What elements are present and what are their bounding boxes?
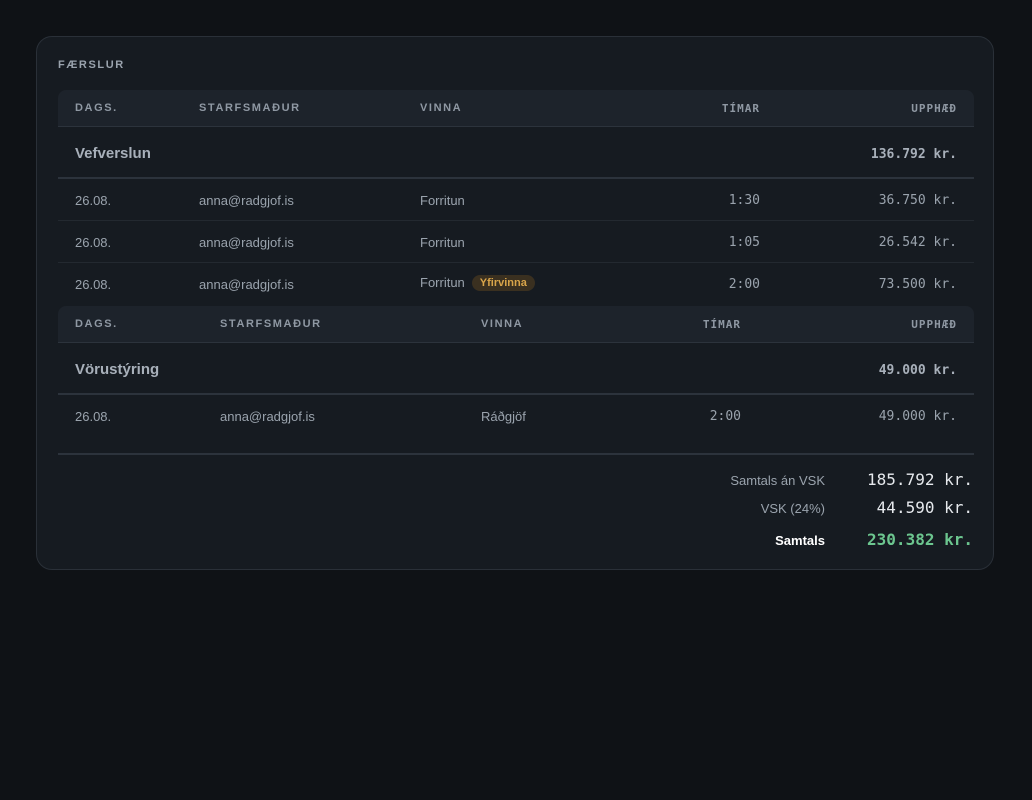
total-label: Samtals xyxy=(775,533,825,548)
subtotal-label: Samtals án VSK xyxy=(730,473,825,488)
cell-hours: 1:30 xyxy=(728,193,760,208)
group-name: Vefverslun xyxy=(75,145,151,162)
cell-amount: 49.000 kr. xyxy=(878,409,957,424)
entries-table-vefverslun: DAGS. STARFSMAÐUR VINNA TÍMAR UPPHÆÐ Vef… xyxy=(58,90,974,304)
column-header-amount[interactable]: UPPHÆÐ xyxy=(911,318,957,331)
column-header-employee[interactable]: STARFSMAÐUR xyxy=(199,102,301,114)
group-row: Vefverslun 136.792 kr. xyxy=(58,127,974,179)
column-header-amount[interactable]: UPPHÆÐ xyxy=(911,102,957,115)
cell-date: 26.08. xyxy=(75,235,112,250)
group-total: 49.000 kr. xyxy=(878,363,957,378)
overtime-badge: Yfirvinna xyxy=(471,275,535,291)
totals-divider xyxy=(58,453,974,455)
table-row[interactable]: 26.08. anna@radgjof.is Forritun 1:30 36.… xyxy=(58,179,974,221)
cell-employee: anna@radgjof.is xyxy=(199,277,294,292)
column-header-date[interactable]: DAGS. xyxy=(75,102,118,114)
cell-amount: 26.542 kr. xyxy=(878,235,957,250)
table-header: DAGS. STARFSMAÐUR VINNA TÍMAR UPPHÆÐ xyxy=(58,306,974,343)
cell-work: Forritun Yfirvinna xyxy=(420,275,535,291)
subtotal-value: 185.792 kr. xyxy=(867,470,973,489)
cell-work: Forritun xyxy=(420,193,465,208)
cell-date: 26.08. xyxy=(75,277,112,292)
table-header: DAGS. STARFSMAÐUR VINNA TÍMAR UPPHÆÐ xyxy=(58,90,974,127)
cell-date: 26.08. xyxy=(75,193,112,208)
cell-employee: anna@radgjof.is xyxy=(199,235,294,250)
work-label: Forritun xyxy=(420,275,465,290)
cell-hours: 1:05 xyxy=(728,235,760,250)
column-header-work[interactable]: VINNA xyxy=(481,318,524,330)
table-row[interactable]: 26.08. anna@radgjof.is Forritun 1:05 26.… xyxy=(58,221,974,263)
cell-work: Forritun xyxy=(420,235,465,250)
cell-work: Ráðgjöf xyxy=(481,409,526,424)
cell-amount: 36.750 kr. xyxy=(878,193,957,208)
vat-label: VSK (24%) xyxy=(760,501,825,516)
cell-date: 26.08. xyxy=(75,409,112,424)
column-header-hours[interactable]: TÍMAR xyxy=(702,318,741,331)
table-row[interactable]: 26.08. anna@radgjof.is Ráðgjöf 2:00 49.0… xyxy=(58,395,974,436)
column-header-date[interactable]: DAGS. xyxy=(75,318,118,330)
cell-hours: 2:00 xyxy=(709,409,741,424)
group-name: Vörustýring xyxy=(75,361,160,378)
cell-amount: 73.500 kr. xyxy=(878,277,957,292)
cell-hours: 2:00 xyxy=(728,277,760,292)
section-title: FÆRSLUR xyxy=(58,59,125,71)
cell-employee: anna@radgjof.is xyxy=(199,193,294,208)
entries-table-vorustyring: DAGS. STARFSMAÐUR VINNA TÍMAR UPPHÆÐ Vör… xyxy=(58,306,974,436)
column-header-hours[interactable]: TÍMAR xyxy=(721,102,760,115)
group-row: Vörustýring 49.000 kr. xyxy=(58,343,974,395)
vat-value: 44.590 kr. xyxy=(876,498,973,517)
column-header-work[interactable]: VINNA xyxy=(420,102,463,114)
entries-card: FÆRSLUR DAGS. STARFSMAÐUR VINNA TÍMAR UP… xyxy=(36,36,994,570)
total-value: 230.382 kr. xyxy=(867,530,973,549)
table-row[interactable]: 26.08. anna@radgjof.is Forritun Yfirvinna… xyxy=(58,263,974,304)
column-header-employee[interactable]: STARFSMAÐUR xyxy=(220,318,322,330)
group-total: 136.792 kr. xyxy=(870,147,957,162)
cell-employee: anna@radgjof.is xyxy=(220,409,315,424)
